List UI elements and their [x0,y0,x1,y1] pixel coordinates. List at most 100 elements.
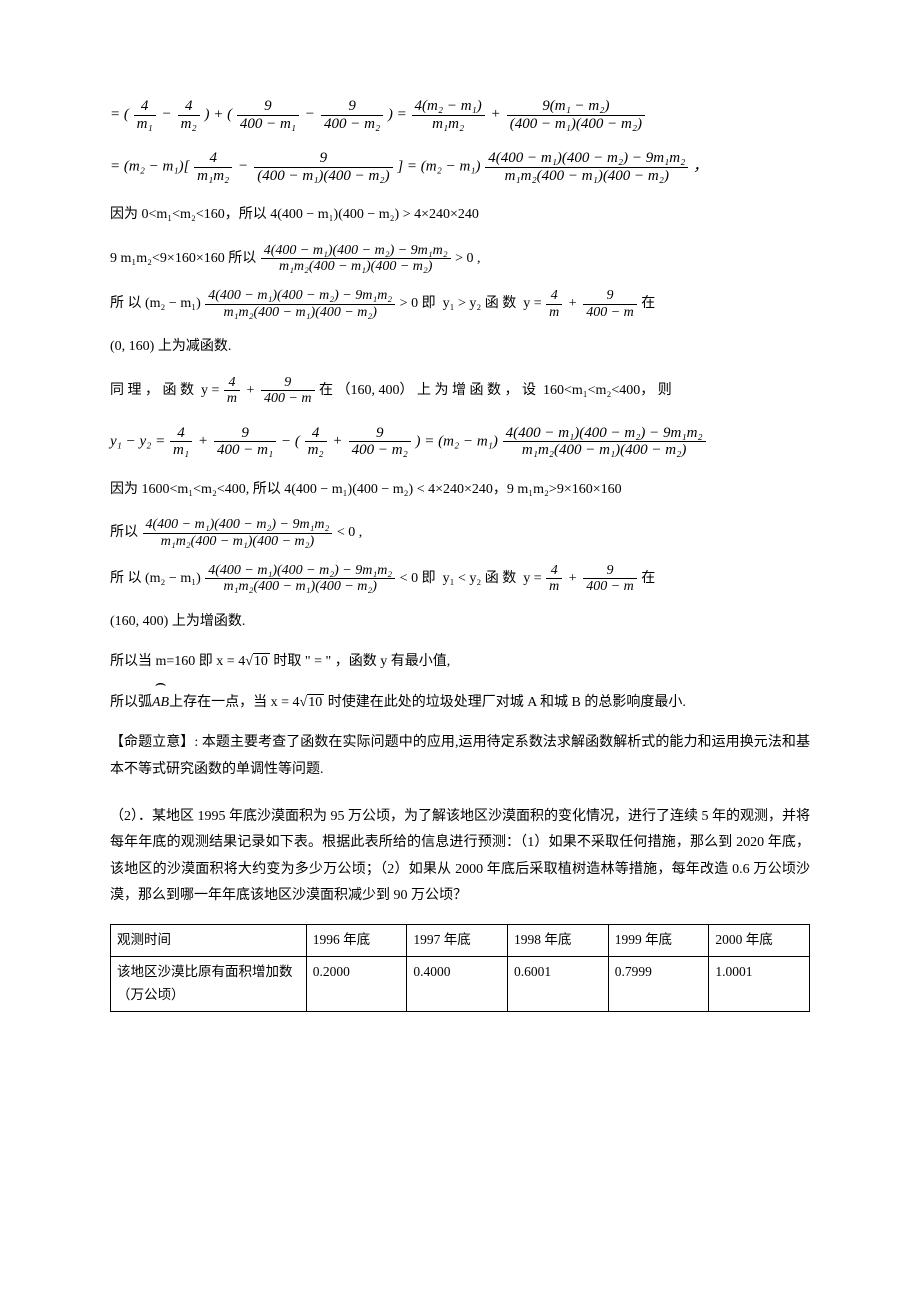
eq-text: = (m₂ − m₁)[ [110,158,189,174]
cell: 该地区沙漠比原有面积增加数（万公顷） [111,956,307,1011]
eq-text: = ( [110,106,129,122]
paragraph: 因为 1600<m₁<m₂<400, 所以 4(400 − m₁)(400 − … [110,477,810,504]
fraction: 9400 − m₂ [321,98,383,132]
cell: 1.0001 [709,956,810,1011]
fraction: 4m [546,563,562,595]
fraction: 4m [224,375,240,407]
text: 所以弧 [110,695,152,710]
table-row: 该地区沙漠比原有面积增加数（万公顷） 0.2000 0.4000 0.6001 … [111,956,810,1011]
paragraph: 所以 4(400 − m₁)(400 − m₂) − 9m₁m₂m₁m₂(400… [110,517,810,549]
observation-table: 观测时间 1996 年底 1997 年底 1998 年底 1999 年底 200… [110,924,810,1012]
text: 函 数 [485,296,517,311]
fraction: 9400 − m [583,288,637,320]
equation-6: y₁ − y₂ = 4m₁ + 9400 − m₁ − ( 4m₂ + 9400… [110,425,810,459]
text: 所 以 [110,296,142,311]
math: y = [201,383,219,398]
eq-text: − ( [281,433,300,449]
fraction: 4(400 − m₁)(400 − m₂) − 9m₁m₂m₁m₂(400 − … [205,288,395,320]
math: x = 4 [271,695,300,710]
text: （2）．某地区 1995 年底沙漠面积为 95 万公顷，为了解该地区沙漠面积的变… [110,809,810,904]
cell: 1996 年底 [306,925,407,957]
cell: 0.6001 [508,956,609,1011]
paragraph: 所以弧AB上存在一点，当 x = 4√10 时使建在此处的垃圾处理厂对城 A 和… [110,690,810,717]
math: y₁ > y₂ [443,296,482,311]
text: 时取 " = " ，函数 y 有最小值, [273,654,450,669]
paragraph: (0, 160) 上为减函数. [110,334,810,361]
text: 时使建在此处的垃圾处理厂对城 A 和城 B 的总影响度最小. [328,695,686,710]
math: y = [523,296,541,311]
fraction: 9400 − m [261,375,315,407]
text: 上存在一点，当 [169,695,267,710]
eq-text: ) + ( [204,106,232,122]
fraction: 4m₂ [305,425,327,459]
fraction: 4(m₂ − m₁)m₁m₂ [412,98,485,132]
text: < 0 即 [400,571,436,586]
fraction: 4m₁ [170,425,192,459]
math: (m₂ − m₁) [145,296,201,311]
cell: 1997 年底 [407,925,508,957]
text: 同 理 ， 函 数 [110,383,194,398]
eq-text: y₁ − y₂ = [110,433,165,449]
paragraph: 所 以 (m₂ − m₁) 4(400 − m₁)(400 − m₂) − 9m… [110,563,810,595]
fraction: 4m₁m₂ [194,150,232,184]
cell: 0.7999 [608,956,709,1011]
text: 则 [658,383,672,398]
fraction: 4m₁ [134,98,156,132]
cell: 观测时间 [111,925,307,957]
text: 因为 0<m₁<m₂<160，所以 4(400 − m₁)(400 − m₂) … [110,207,479,222]
math: y₁ < y₂ [443,571,482,586]
paragraph: 因为 0<m₁<m₂<160，所以 4(400 − m₁)(400 − m₂) … [110,202,810,229]
text: 在 （160, 400） 上 为 增 函 数 ， 设 [319,383,536,398]
fraction: 9(m₁ − m₂)(400 − m₁)(400 − m₂) [507,98,645,132]
fraction: 4(400 − m₁)(400 − m₂) − 9m₁m₂m₁m₂(400 − … [143,517,333,549]
text: < 0 , [337,525,362,540]
text: (160, 400) 上为增函数. [110,614,245,629]
eq-text: ) = [388,106,407,122]
text: 9 m₁m₂<9×160×160 所以 [110,251,256,266]
fraction: 4(400 − m₁)(400 − m₂) − 9m₁m₂m₁m₂(400 − … [261,243,451,275]
paragraph: 所 以 (m₂ − m₁) 4(400 − m₁)(400 − m₂) − 9m… [110,288,810,320]
cell: 2000 年底 [709,925,810,957]
text: > 0 即 [400,296,436,311]
math: x = 4 [216,654,245,669]
text: 所以 [110,525,138,540]
fraction: 9400 − m₂ [349,425,411,459]
math: (m₂ − m₁) [145,571,201,586]
text: 因为 1600<m₁<m₂<400, 所以 4(400 − m₁)(400 − … [110,482,622,497]
table-row: 观测时间 1996 年底 1997 年底 1998 年底 1999 年底 200… [111,925,810,957]
paragraph: (160, 400) 上为增函数. [110,609,810,636]
fraction: 4(400 − m₁)(400 − m₂) − 9m₁m₂m₁m₂(400 − … [485,150,688,184]
eq-text: ， [693,158,708,174]
fraction: 4m [546,288,562,320]
fraction: 9400 − m [583,563,637,595]
fraction: 4m₂ [178,98,200,132]
fraction: 9400 − m₁ [214,425,276,459]
text: (0, 160) 上为减函数. [110,339,231,354]
problem-2: （2）．某地区 1995 年底沙漠面积为 95 万公顷，为了解该地区沙漠面积的变… [110,804,810,910]
equation-2: = (m₂ − m₁)[ 4m₁m₂ − 9(400 − m₁)(400 − m… [110,150,810,184]
paragraph: 9 m₁m₂<9×160×160 所以 4(400 − m₁)(400 − m₂… [110,243,810,275]
text: 在 [641,571,655,586]
fraction: 4(400 − m₁)(400 − m₂) − 9m₁m₂m₁m₂(400 − … [205,563,395,595]
text: 所 以 [110,571,142,586]
cell: 1998 年底 [508,925,609,957]
arc-ab: AB [152,690,169,717]
eq-text: ) = (m₂ − m₁) [416,433,498,449]
cell: 0.2000 [306,956,407,1011]
equation-1: = ( 4m₁ − 4m₂ ) + ( 9400 − m₁ − 9400 − m… [110,98,810,132]
text: 所以当 m=160 即 [110,654,213,669]
paragraph: 所以当 m=160 即 x = 4√10 时取 " = " ，函数 y 有最小值… [110,649,810,676]
commentary: 【命题立意】: 本题主要考查了函数在实际问题中的应用,运用待定系数法求解函数解析… [110,730,810,783]
fraction: 9400 − m₁ [237,98,299,132]
math: y = [523,571,541,586]
text: 160<m₁<m₂<400， [543,383,654,398]
cell: 0.4000 [407,956,508,1011]
fraction: 9(400 − m₁)(400 − m₂) [254,150,392,184]
text: 【命题立意】: 本题主要考查了函数在实际问题中的应用,运用待定系数法求解函数解析… [110,735,810,777]
fraction: 4(400 − m₁)(400 − m₂) − 9m₁m₂m₁m₂(400 − … [503,425,706,459]
text: 函 数 [485,571,517,586]
text: 在 [641,296,655,311]
paragraph: 同 理 ， 函 数 y = 4m + 9400 − m 在 （160, 400）… [110,375,810,407]
text: > 0 , [455,251,480,266]
cell: 1999 年底 [608,925,709,957]
